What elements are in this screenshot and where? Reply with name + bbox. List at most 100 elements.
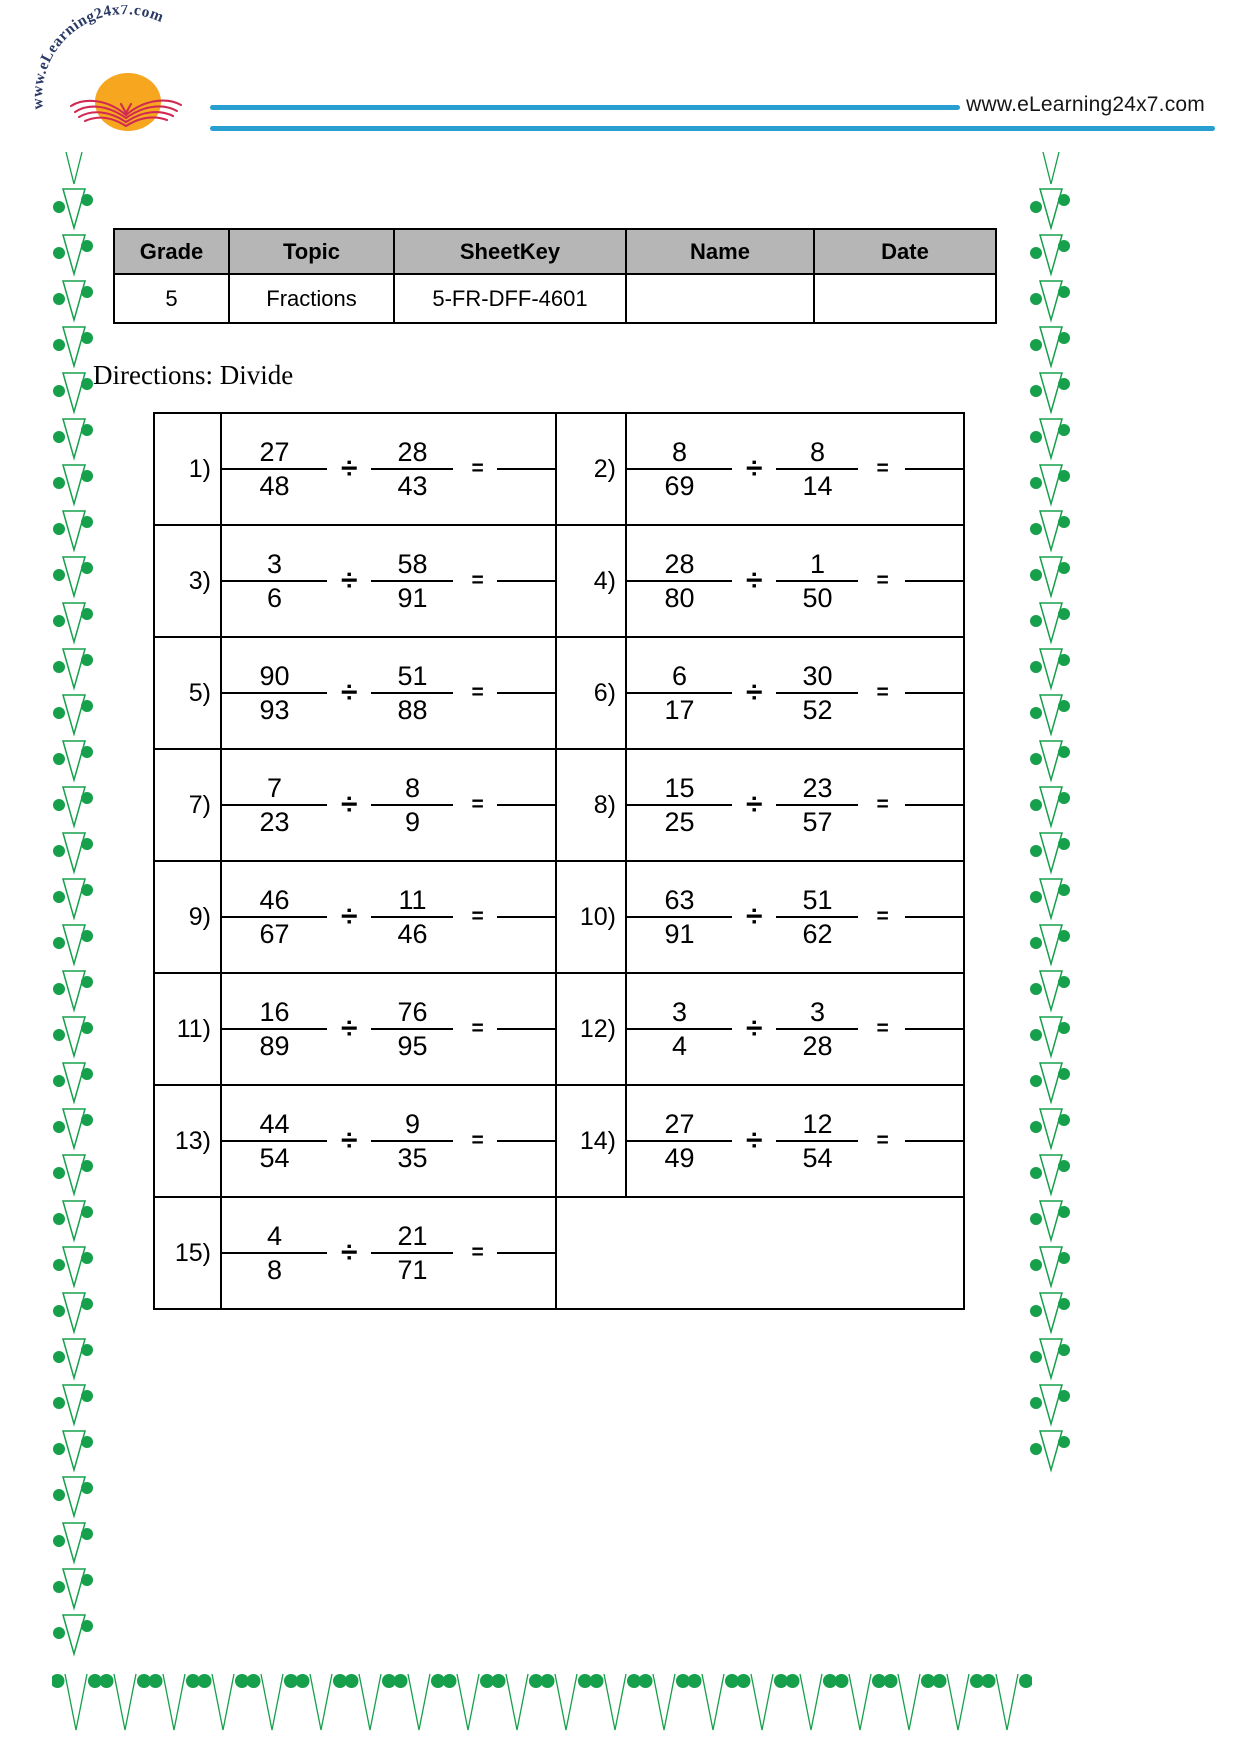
- numerator: 27: [259, 436, 290, 467]
- triangle-ornament-icon: [1030, 648, 1070, 691]
- triangle-ornament-icon: [53, 786, 93, 829]
- triangle-ornament-icon: [53, 1154, 93, 1197]
- problem-number: 2): [555, 412, 627, 526]
- divisor-fraction: 9 35: [371, 1108, 454, 1175]
- equals-sign: =: [471, 681, 484, 704]
- triangle-ornament-icon: [1030, 970, 1070, 1013]
- divide-sign: ÷: [341, 900, 358, 933]
- numerator: 6: [671, 660, 688, 691]
- problem-number: 14): [555, 1084, 627, 1198]
- equals-sign: =: [876, 681, 889, 704]
- problem-cell: 46 67 ÷ 11 46 =: [220, 860, 557, 974]
- empty-cell: [555, 1196, 965, 1310]
- answer-blank-line: [905, 803, 962, 807]
- fraction-bar: [776, 915, 859, 919]
- right-border-ornaments: [1030, 150, 1070, 1476]
- dividend-fraction: 46 67: [223, 884, 327, 951]
- divide-sign: ÷: [746, 564, 763, 597]
- numerator: 12: [802, 1108, 833, 1139]
- fraction-bar: [223, 803, 327, 807]
- triangle-ornament-icon: [53, 234, 93, 277]
- divide-sign: ÷: [746, 900, 763, 933]
- triangle-ornament-icon: [53, 326, 93, 369]
- numerator: 30: [802, 660, 833, 691]
- fraction-bar: [371, 691, 454, 695]
- fraction-bar: [371, 1139, 454, 1143]
- triangle-ornament-icon: [1030, 1200, 1070, 1243]
- numerator: 21: [397, 1220, 428, 1251]
- triangle-ornament-icon: [53, 1614, 93, 1657]
- divisor-fraction: 51 88: [371, 660, 454, 727]
- problems-grid: 1) 27 48 ÷ 28 43 = 2) 8 69 ÷ 8 14 = 3) 3 6 ÷ 58 91 = 4) 28 80 ÷ 1…: [153, 412, 965, 1310]
- problem-cell: 27 48 ÷ 28 43 =: [220, 412, 557, 526]
- dividend-fraction: 15 25: [628, 772, 732, 839]
- problem-cell: 63 91 ÷ 51 62 =: [625, 860, 965, 974]
- dividend-fraction: 27 49: [628, 1108, 732, 1175]
- equals-sign: =: [471, 793, 484, 816]
- denominator: 46: [397, 919, 428, 950]
- denominator: 17: [664, 695, 695, 726]
- numerator: 8: [809, 436, 825, 467]
- v-dot-ornament-icon: [983, 1673, 1032, 1731]
- triangle-ornament-icon: [53, 1246, 93, 1289]
- numerator: 3: [266, 548, 283, 579]
- denominator: 9: [404, 807, 420, 838]
- triangle-ornament-icon: [1030, 280, 1070, 323]
- divide-sign: ÷: [746, 676, 763, 709]
- numerator: 9: [404, 1108, 420, 1139]
- denominator: 80: [664, 583, 695, 614]
- divide-sign: ÷: [746, 1124, 763, 1157]
- answer-blank-line: [497, 1139, 554, 1143]
- answer-blank-line: [905, 579, 962, 583]
- triangle-ornament-icon: [1030, 556, 1070, 599]
- sun-icon: [95, 73, 161, 131]
- triangle-ornament-icon: [1030, 1292, 1070, 1335]
- numerator: 44: [259, 1108, 290, 1139]
- triangle-ornament-icon: [1030, 1108, 1070, 1151]
- fraction-bar: [628, 803, 732, 807]
- fraction-bar: [371, 467, 454, 471]
- numerator: 3: [809, 996, 825, 1027]
- numerator: 46: [259, 884, 290, 915]
- denominator: 43: [397, 471, 428, 502]
- triangle-ornament-icon: [1030, 694, 1070, 737]
- answer-blank-line: [497, 1027, 554, 1031]
- problem-number: 8): [555, 748, 627, 862]
- equals-sign: =: [471, 1241, 484, 1264]
- problem-number: 4): [555, 524, 627, 638]
- fraction-bar: [371, 579, 454, 583]
- denominator: 50: [802, 583, 833, 614]
- divide-sign: ÷: [341, 788, 358, 821]
- answer-blank-line: [905, 467, 962, 471]
- problem-number: 3): [153, 524, 222, 638]
- fraction-bar: [371, 1027, 454, 1031]
- col-header-grade: Grade: [113, 228, 230, 275]
- dividend-fraction: 63 91: [628, 884, 732, 951]
- numerator: 27: [664, 1108, 695, 1139]
- triangle-ornament-icon: [53, 464, 93, 507]
- problem-number: 12): [555, 972, 627, 1086]
- site-url: www.eLearning24x7.com: [966, 93, 1205, 116]
- problem-number: 9): [153, 860, 222, 974]
- triangle-ornament-icon: [53, 1384, 93, 1427]
- divisor-fraction: 51 62: [776, 884, 859, 951]
- divisor-fraction: 11 46: [371, 884, 454, 951]
- dividend-fraction: 8 69: [628, 436, 732, 503]
- fraction-bar: [628, 579, 732, 583]
- fraction-bar: [628, 691, 732, 695]
- problem-cell: 3 6 ÷ 58 91 =: [220, 524, 557, 638]
- numerator: 8: [671, 436, 688, 467]
- sheetkey-value: 5-FR-DFF-4601: [393, 273, 627, 324]
- problem-cell: 27 49 ÷ 12 54 =: [625, 1084, 965, 1198]
- equals-sign: =: [876, 1129, 889, 1152]
- triangle-ornament-icon: [1030, 418, 1070, 461]
- denominator: 71: [397, 1255, 428, 1286]
- triangle-ornament-icon: [53, 1568, 93, 1611]
- triangle-ornament-icon: [53, 740, 93, 783]
- triangle-ornament-icon: [53, 188, 93, 231]
- equals-sign: =: [471, 905, 484, 928]
- col-header-name: Name: [625, 228, 815, 275]
- numerator: 58: [397, 548, 428, 579]
- fraction-bar: [628, 467, 732, 471]
